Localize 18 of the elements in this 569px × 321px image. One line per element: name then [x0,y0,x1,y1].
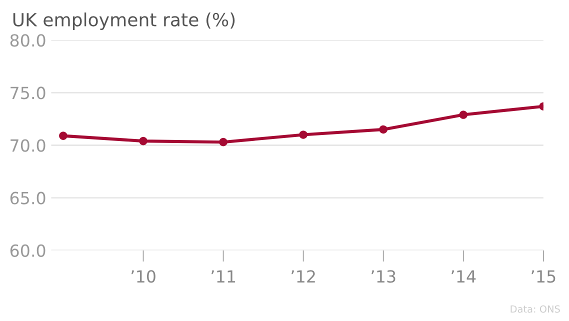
y-tick-label: 60.0 [10,244,46,257]
y-tick-label: 65.0 [10,192,46,204]
y-tick-label: 70.0 [10,139,46,152]
x-tick-label: ’15 [532,270,556,283]
x-tick-label: ’11 [211,270,235,282]
x-tick-label: ’14 [452,270,476,282]
point [219,138,228,146]
x-tick-label: ’13 [372,270,396,283]
x-tick-label: ’10 [131,270,156,283]
y-tick-label: 75.0 [10,86,46,100]
y-tick-label: 80.0 [10,34,46,47]
point [59,132,68,140]
x-tick-label: ’12 [292,270,315,282]
chart-title: UK employment rate (%) [13,12,235,30]
point [379,125,388,134]
point [139,136,148,146]
point [299,130,308,139]
point [459,110,468,119]
